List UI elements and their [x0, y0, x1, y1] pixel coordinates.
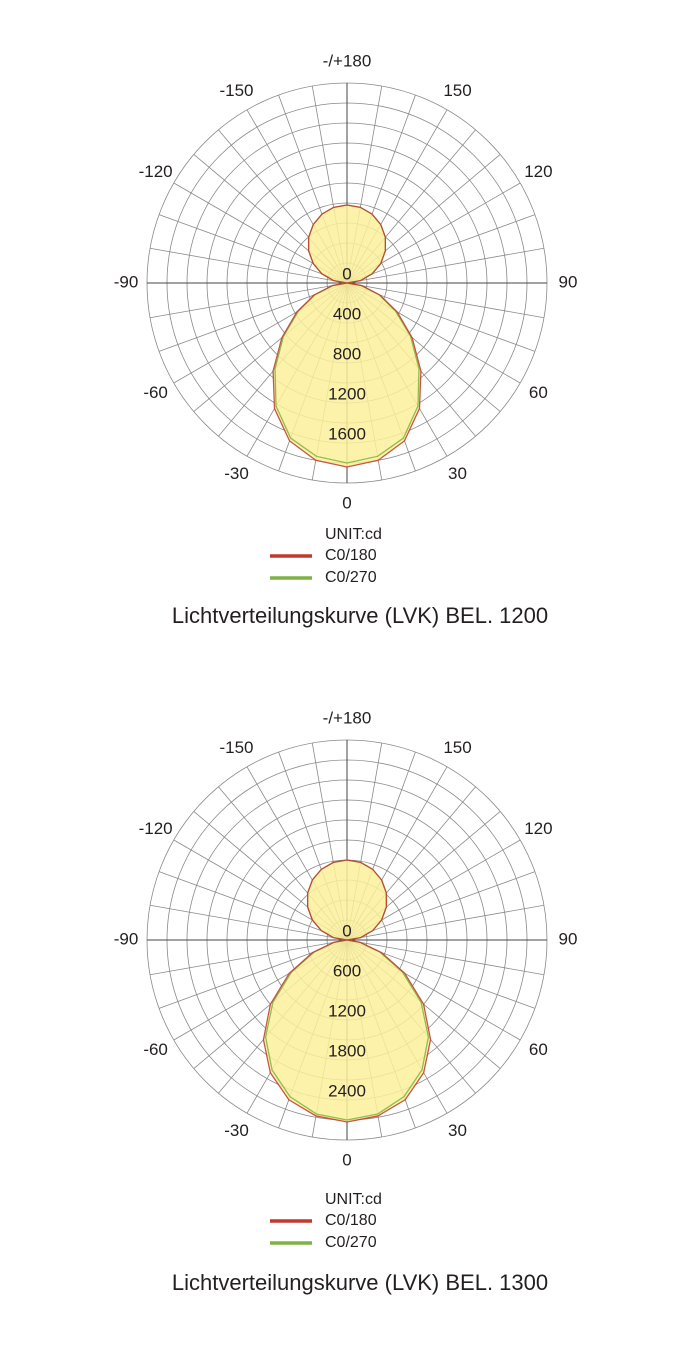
angle-tick-label: -150: [219, 738, 253, 757]
grid-spoke: [346, 282, 545, 319]
light-area: [263, 860, 431, 1122]
radial-tick-label: 400: [333, 304, 361, 323]
grid-spoke: [346, 871, 536, 941]
angle-tick-label: -90: [114, 929, 139, 948]
angle-tick-label: 60: [529, 1040, 548, 1059]
angle-tick-label: -30: [224, 1121, 249, 1140]
angle-tick-label: 150: [443, 81, 471, 100]
angle-tick-label: -/+180: [323, 51, 372, 70]
angle-tick-label: 90: [559, 929, 578, 948]
radial-tick-label: 1200: [328, 384, 366, 403]
angle-tick-label: -/+180: [323, 708, 372, 727]
radial-tick-label: 800: [333, 344, 361, 363]
radial-tick-label: 0: [342, 264, 351, 283]
angle-tick-label: -90: [114, 272, 139, 291]
angle-tick-label: -60: [143, 1040, 168, 1059]
angle-tick-label: -60: [143, 383, 168, 402]
chart-title: Lichtverteilungskurve (LVK) BEL. 1200: [172, 603, 548, 628]
grid-spoke: [149, 939, 348, 976]
radial-tick-label: 0: [342, 921, 351, 940]
chart-title: Lichtverteilungskurve (LVK) BEL. 1300: [172, 1270, 548, 1295]
radial-tick-label: 1800: [328, 1041, 366, 1060]
grid-spoke: [346, 247, 545, 284]
radial-tick-label: 1600: [328, 424, 366, 443]
angle-tick-label: -120: [139, 162, 173, 181]
radial-tick-label: 600: [333, 961, 361, 980]
polar-chart: 0 400 800 1200 1600 0 30 60 90 120 150 -/+180 -150 -1…: [114, 51, 578, 627]
legend-label: C0/270: [325, 1234, 377, 1251]
series-line: [262, 859, 432, 1123]
legend-label: C0/270: [325, 569, 377, 586]
grid-spoke: [158, 214, 348, 284]
unit-label: UNIT:cd: [325, 526, 382, 543]
series-line: [272, 204, 422, 468]
angle-tick-label: 150: [443, 738, 471, 757]
grid-spoke: [346, 939, 545, 976]
grid-spoke: [149, 247, 348, 284]
unit-label: UNIT:cd: [325, 1191, 382, 1208]
legend-label: C0/180: [325, 547, 377, 564]
grid-spoke: [158, 871, 348, 941]
angle-tick-label: 30: [448, 464, 467, 483]
light-area: [273, 205, 421, 467]
radial-tick-label: 1200: [328, 1001, 366, 1020]
grid-spoke: [149, 904, 348, 941]
angle-tick-label: -150: [219, 81, 253, 100]
angle-tick-label: 30: [448, 1121, 467, 1140]
angle-tick-label: 0: [342, 1150, 351, 1169]
grid-spoke: [149, 282, 348, 319]
angle-tick-label: 120: [524, 819, 552, 838]
angle-tick-label: 60: [529, 383, 548, 402]
angle-tick-label: 90: [559, 272, 578, 291]
grid-spoke: [346, 904, 545, 941]
radial-tick-label: 2400: [328, 1081, 366, 1100]
angle-tick-label: -30: [224, 464, 249, 483]
polar-chart: 0 600 1200 1800 2400 0 30 60 90 120 150 -/+180 -150 -…: [114, 708, 578, 1294]
grid-spoke: [346, 214, 536, 284]
angle-tick-label: 0: [342, 493, 351, 512]
angle-tick-label: 120: [524, 162, 552, 181]
angle-tick-label: -120: [139, 819, 173, 838]
legend-label: C0/180: [325, 1212, 377, 1229]
